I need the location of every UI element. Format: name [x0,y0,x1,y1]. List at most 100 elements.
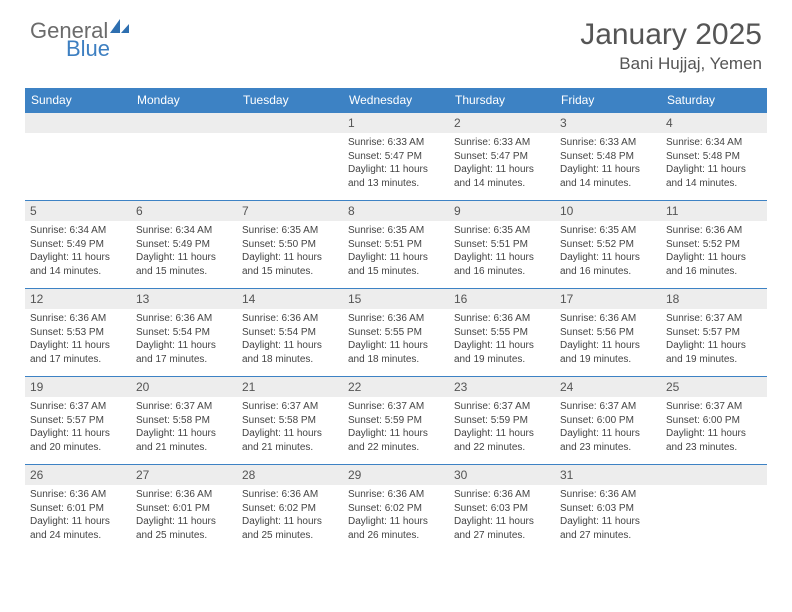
day-details: Sunrise: 6:34 AMSunset: 5:48 PMDaylight:… [661,133,767,195]
header: GeneralBlue January 2025 Bani Hujjaj, Ye… [0,0,792,80]
day-cell: 27Sunrise: 6:36 AMSunset: 6:01 PMDayligh… [131,465,237,553]
day-cell: 26Sunrise: 6:36 AMSunset: 6:01 PMDayligh… [25,465,131,553]
day-number: 2 [449,113,555,133]
day-number: 17 [555,289,661,309]
day-details: Sunrise: 6:36 AMSunset: 6:03 PMDaylight:… [449,485,555,547]
day-details: Sunrise: 6:37 AMSunset: 5:57 PMDaylight:… [661,309,767,371]
location: Bani Hujjaj, Yemen [580,54,762,74]
day-details: Sunrise: 6:35 AMSunset: 5:52 PMDaylight:… [555,221,661,283]
day-cell: 11Sunrise: 6:36 AMSunset: 5:52 PMDayligh… [661,201,767,289]
dow-header: Sunday [25,88,131,113]
day-cell: 17Sunrise: 6:36 AMSunset: 5:56 PMDayligh… [555,289,661,377]
day-cell: 23Sunrise: 6:37 AMSunset: 5:59 PMDayligh… [449,377,555,465]
day-number: 30 [449,465,555,485]
day-details: Sunrise: 6:33 AMSunset: 5:48 PMDaylight:… [555,133,661,195]
day-number: 23 [449,377,555,397]
month-title: January 2025 [580,18,762,52]
calendar-table: SundayMondayTuesdayWednesdayThursdayFrid… [25,88,767,553]
day-number: 26 [25,465,131,485]
week-row: 19Sunrise: 6:37 AMSunset: 5:57 PMDayligh… [25,377,767,465]
day-cell: 10Sunrise: 6:35 AMSunset: 5:52 PMDayligh… [555,201,661,289]
day-number: 5 [25,201,131,221]
day-details: Sunrise: 6:37 AMSunset: 6:00 PMDaylight:… [661,397,767,459]
week-row: 12Sunrise: 6:36 AMSunset: 5:53 PMDayligh… [25,289,767,377]
day-details: Sunrise: 6:36 AMSunset: 5:54 PMDaylight:… [237,309,343,371]
empty-day [131,113,237,133]
day-cell: 18Sunrise: 6:37 AMSunset: 5:57 PMDayligh… [661,289,767,377]
dow-header: Wednesday [343,88,449,113]
empty-day [237,113,343,133]
day-details: Sunrise: 6:37 AMSunset: 6:00 PMDaylight:… [555,397,661,459]
day-number: 24 [555,377,661,397]
day-details: Sunrise: 6:37 AMSunset: 5:59 PMDaylight:… [449,397,555,459]
week-row: 1Sunrise: 6:33 AMSunset: 5:47 PMDaylight… [25,113,767,201]
dow-header: Tuesday [237,88,343,113]
day-details: Sunrise: 6:37 AMSunset: 5:59 PMDaylight:… [343,397,449,459]
day-cell: 14Sunrise: 6:36 AMSunset: 5:54 PMDayligh… [237,289,343,377]
day-cell: 30Sunrise: 6:36 AMSunset: 6:03 PMDayligh… [449,465,555,553]
day-number: 16 [449,289,555,309]
day-cell: 20Sunrise: 6:37 AMSunset: 5:58 PMDayligh… [131,377,237,465]
day-number: 19 [25,377,131,397]
day-cell: 16Sunrise: 6:36 AMSunset: 5:55 PMDayligh… [449,289,555,377]
empty-day [25,113,131,133]
day-details: Sunrise: 6:36 AMSunset: 6:02 PMDaylight:… [237,485,343,547]
day-cell [661,465,767,553]
day-number: 28 [237,465,343,485]
day-number: 22 [343,377,449,397]
dow-header: Friday [555,88,661,113]
day-details: Sunrise: 6:36 AMSunset: 6:01 PMDaylight:… [25,485,131,547]
day-details: Sunrise: 6:34 AMSunset: 5:49 PMDaylight:… [25,221,131,283]
day-number: 6 [131,201,237,221]
day-cell: 8Sunrise: 6:35 AMSunset: 5:51 PMDaylight… [343,201,449,289]
day-number: 31 [555,465,661,485]
title-block: January 2025 Bani Hujjaj, Yemen [580,18,762,74]
dow-header: Monday [131,88,237,113]
day-cell: 3Sunrise: 6:33 AMSunset: 5:48 PMDaylight… [555,113,661,201]
day-number: 15 [343,289,449,309]
day-cell: 15Sunrise: 6:36 AMSunset: 5:55 PMDayligh… [343,289,449,377]
day-number: 3 [555,113,661,133]
day-cell: 7Sunrise: 6:35 AMSunset: 5:50 PMDaylight… [237,201,343,289]
day-details: Sunrise: 6:36 AMSunset: 5:54 PMDaylight:… [131,309,237,371]
day-number: 11 [661,201,767,221]
day-cell: 22Sunrise: 6:37 AMSunset: 5:59 PMDayligh… [343,377,449,465]
day-details: Sunrise: 6:35 AMSunset: 5:51 PMDaylight:… [449,221,555,283]
empty-day [661,465,767,485]
day-details: Sunrise: 6:33 AMSunset: 5:47 PMDaylight:… [343,133,449,195]
sail-icon [109,18,131,39]
day-details: Sunrise: 6:36 AMSunset: 6:01 PMDaylight:… [131,485,237,547]
day-number: 9 [449,201,555,221]
day-cell: 6Sunrise: 6:34 AMSunset: 5:49 PMDaylight… [131,201,237,289]
day-details: Sunrise: 6:36 AMSunset: 6:02 PMDaylight:… [343,485,449,547]
week-row: 5Sunrise: 6:34 AMSunset: 5:49 PMDaylight… [25,201,767,289]
day-details: Sunrise: 6:36 AMSunset: 6:03 PMDaylight:… [555,485,661,547]
day-cell: 28Sunrise: 6:36 AMSunset: 6:02 PMDayligh… [237,465,343,553]
day-details: Sunrise: 6:37 AMSunset: 5:58 PMDaylight:… [131,397,237,459]
day-details: Sunrise: 6:35 AMSunset: 5:51 PMDaylight:… [343,221,449,283]
day-number: 7 [237,201,343,221]
day-details: Sunrise: 6:36 AMSunset: 5:52 PMDaylight:… [661,221,767,283]
day-number: 14 [237,289,343,309]
day-details: Sunrise: 6:35 AMSunset: 5:50 PMDaylight:… [237,221,343,283]
day-cell: 29Sunrise: 6:36 AMSunset: 6:02 PMDayligh… [343,465,449,553]
day-number: 12 [25,289,131,309]
day-number: 10 [555,201,661,221]
day-cell: 4Sunrise: 6:34 AMSunset: 5:48 PMDaylight… [661,113,767,201]
day-cell: 5Sunrise: 6:34 AMSunset: 5:49 PMDaylight… [25,201,131,289]
day-details: Sunrise: 6:34 AMSunset: 5:49 PMDaylight:… [131,221,237,283]
day-cell: 31Sunrise: 6:36 AMSunset: 6:03 PMDayligh… [555,465,661,553]
day-number: 4 [661,113,767,133]
day-details: Sunrise: 6:37 AMSunset: 5:57 PMDaylight:… [25,397,131,459]
logo-text-blue: Blue [66,36,110,62]
day-cell: 9Sunrise: 6:35 AMSunset: 5:51 PMDaylight… [449,201,555,289]
day-cell: 12Sunrise: 6:36 AMSunset: 5:53 PMDayligh… [25,289,131,377]
day-details: Sunrise: 6:33 AMSunset: 5:47 PMDaylight:… [449,133,555,195]
day-cell: 13Sunrise: 6:36 AMSunset: 5:54 PMDayligh… [131,289,237,377]
day-number: 29 [343,465,449,485]
day-cell: 24Sunrise: 6:37 AMSunset: 6:00 PMDayligh… [555,377,661,465]
logo: GeneralBlue [30,18,131,44]
day-cell: 19Sunrise: 6:37 AMSunset: 5:57 PMDayligh… [25,377,131,465]
dow-row: SundayMondayTuesdayWednesdayThursdayFrid… [25,88,767,113]
day-details: Sunrise: 6:37 AMSunset: 5:58 PMDaylight:… [237,397,343,459]
